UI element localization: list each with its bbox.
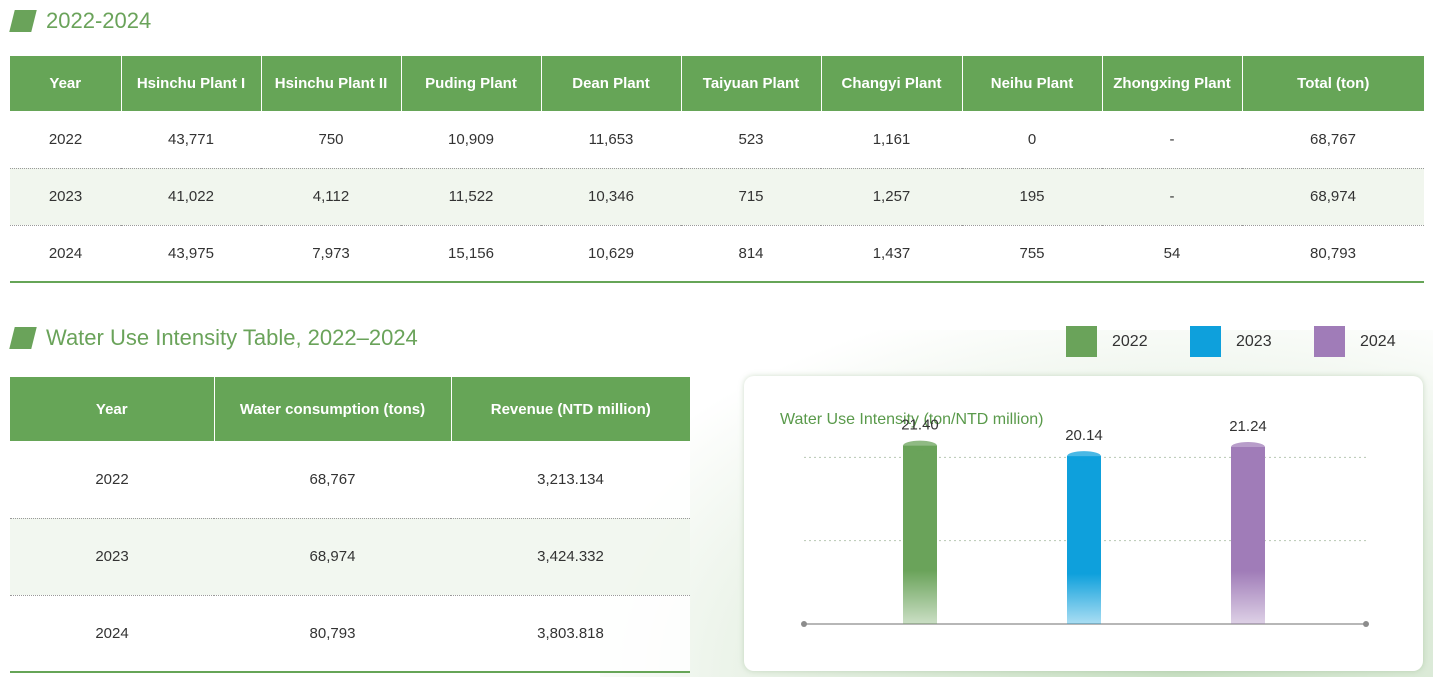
table-cell: 2023 bbox=[10, 518, 214, 596]
data-label-2023: 20.14 bbox=[1065, 427, 1103, 444]
table-cell: 10,909 bbox=[401, 111, 541, 169]
axis-end-dot bbox=[801, 621, 807, 627]
water-use-intensity-table: Year Water consumption (tons) Revenue (NTD… bbox=[10, 377, 690, 673]
table-row: 2024 43,975 7,973 15,156 10,629 814 1,437 755 54… bbox=[10, 225, 1424, 283]
section-marker-icon bbox=[9, 10, 37, 32]
legend-label: 2022 bbox=[1112, 332, 1148, 350]
table-cell: 523 bbox=[681, 111, 821, 169]
table-cell: 10,629 bbox=[541, 225, 681, 283]
column-header: Dean Plant bbox=[541, 56, 682, 111]
section-marker-icon bbox=[9, 327, 37, 349]
table-cell: 2024 bbox=[10, 225, 121, 283]
section-title-text: 2022-2024 bbox=[46, 8, 152, 33]
table-row: 2023 68,974 3,424.332 bbox=[10, 518, 690, 596]
column-header: Water consumption (tons) bbox=[214, 377, 452, 441]
table-cell: 3,803.818 bbox=[451, 595, 690, 673]
axis-end-dot bbox=[1363, 621, 1369, 627]
column-header: Neihu Plant bbox=[962, 56, 1103, 111]
table-cell: 750 bbox=[261, 111, 401, 169]
bar-2022 bbox=[903, 445, 937, 624]
column-header: Puding Plant bbox=[401, 56, 542, 111]
column-header: Zhongxing Plant bbox=[1102, 56, 1243, 111]
table-row: 2024 80,793 3,803.818 bbox=[10, 595, 690, 673]
table-row: 2022 68,767 3,213.134 bbox=[10, 441, 690, 519]
table-cell: 80,793 bbox=[1242, 225, 1424, 283]
legend-item: 2023 bbox=[1190, 326, 1314, 357]
table-cell: 2024 bbox=[10, 595, 214, 673]
table-cell: 43,771 bbox=[121, 111, 261, 169]
table-cell: 68,767 bbox=[214, 441, 451, 519]
legend-label: 2023 bbox=[1236, 332, 1272, 350]
table-cell: 68,767 bbox=[1242, 111, 1424, 169]
section-title-2022-2024: 2022-2024 bbox=[9, 8, 152, 34]
table-cell: - bbox=[1102, 111, 1242, 169]
table-cell: 1,161 bbox=[821, 111, 962, 169]
table-cell: 195 bbox=[962, 168, 1102, 226]
table-cell: 41,022 bbox=[121, 168, 261, 226]
table-cell: 54 bbox=[1102, 225, 1242, 283]
data-label-2024: 21.24 bbox=[1229, 418, 1267, 435]
table-cell: 11,522 bbox=[401, 168, 541, 226]
column-header: Taiyuan Plant bbox=[681, 56, 822, 111]
table-cell: 80,793 bbox=[214, 595, 451, 673]
legend-swatch bbox=[1190, 326, 1221, 357]
bar-cap-2023 bbox=[1067, 451, 1101, 462]
chart-title: Water Use Intensity (ton/NTD million) bbox=[780, 411, 1044, 428]
column-header: Total (ton) bbox=[1242, 56, 1424, 111]
bar-cap-2022 bbox=[903, 440, 937, 451]
table-cell: 15,156 bbox=[401, 225, 541, 283]
column-header: Year bbox=[10, 56, 122, 111]
water-use-intensity-chart-card: Water Use Intensity (ton/NTD million) 21… bbox=[744, 376, 1423, 671]
table-row: 2022 43,771 750 10,909 11,653 523 1,161 0-68,76… bbox=[10, 111, 1424, 169]
table-cell: 68,974 bbox=[1242, 168, 1424, 226]
chart-legend: 2022 2023 2024 bbox=[1066, 326, 1433, 357]
table-cell: 2023 bbox=[10, 168, 121, 226]
legend-swatch bbox=[1066, 326, 1097, 357]
column-header: Changyi Plant bbox=[821, 56, 963, 111]
water-use-intensity-chart: 21.40 20.14 21.24 bbox=[801, 417, 1369, 627]
bar-2023 bbox=[1067, 456, 1101, 624]
column-header: Hsinchu Plant I bbox=[121, 56, 262, 111]
table-cell: 43,975 bbox=[121, 225, 261, 283]
section-title-water-use-intensity: Water Use Intensity Table, 2022–2024 bbox=[9, 325, 418, 351]
table-row: 2023 41,022 4,112 11,522 10,346 715 1,257 195-6… bbox=[10, 168, 1424, 226]
bar-cap-2024 bbox=[1231, 442, 1265, 452]
water-consumption-by-plant-table: Year Hsinchu Plant I Hsinchu Plant II Pudin… bbox=[10, 56, 1424, 283]
table-cell: 4,112 bbox=[261, 168, 401, 226]
table-cell: 814 bbox=[681, 225, 821, 283]
data-label-2022: 21.40 bbox=[901, 417, 939, 434]
table-cell: 3,213.134 bbox=[451, 441, 690, 519]
table-cell: 2022 bbox=[10, 111, 121, 169]
table-cell: - bbox=[1102, 168, 1242, 226]
column-header: Revenue (NTD million) bbox=[451, 377, 690, 441]
table-cell: 68,974 bbox=[214, 518, 451, 596]
table-cell: 755 bbox=[962, 225, 1102, 283]
column-header: Year bbox=[10, 377, 215, 441]
table-cell: 1,437 bbox=[821, 225, 962, 283]
column-header: Hsinchu Plant II bbox=[261, 56, 402, 111]
table-cell: 7,973 bbox=[261, 225, 401, 283]
table-cell: 3,424.332 bbox=[451, 518, 690, 596]
table-cell: 1,257 bbox=[821, 168, 962, 226]
bar-2024 bbox=[1231, 447, 1265, 624]
table-cell: 10,346 bbox=[541, 168, 681, 226]
table-cell: 2022 bbox=[10, 441, 214, 519]
table-cell: 11,653 bbox=[541, 111, 681, 169]
legend-swatch bbox=[1314, 326, 1345, 357]
legend-item: 2022 bbox=[1066, 326, 1190, 357]
table-cell: 0 bbox=[962, 111, 1102, 169]
table-cell: 715 bbox=[681, 168, 821, 226]
legend-item: 2024 bbox=[1314, 326, 1433, 357]
legend-label: 2024 bbox=[1360, 332, 1396, 350]
section-title-text: Water Use Intensity Table, 2022–2024 bbox=[46, 325, 418, 350]
